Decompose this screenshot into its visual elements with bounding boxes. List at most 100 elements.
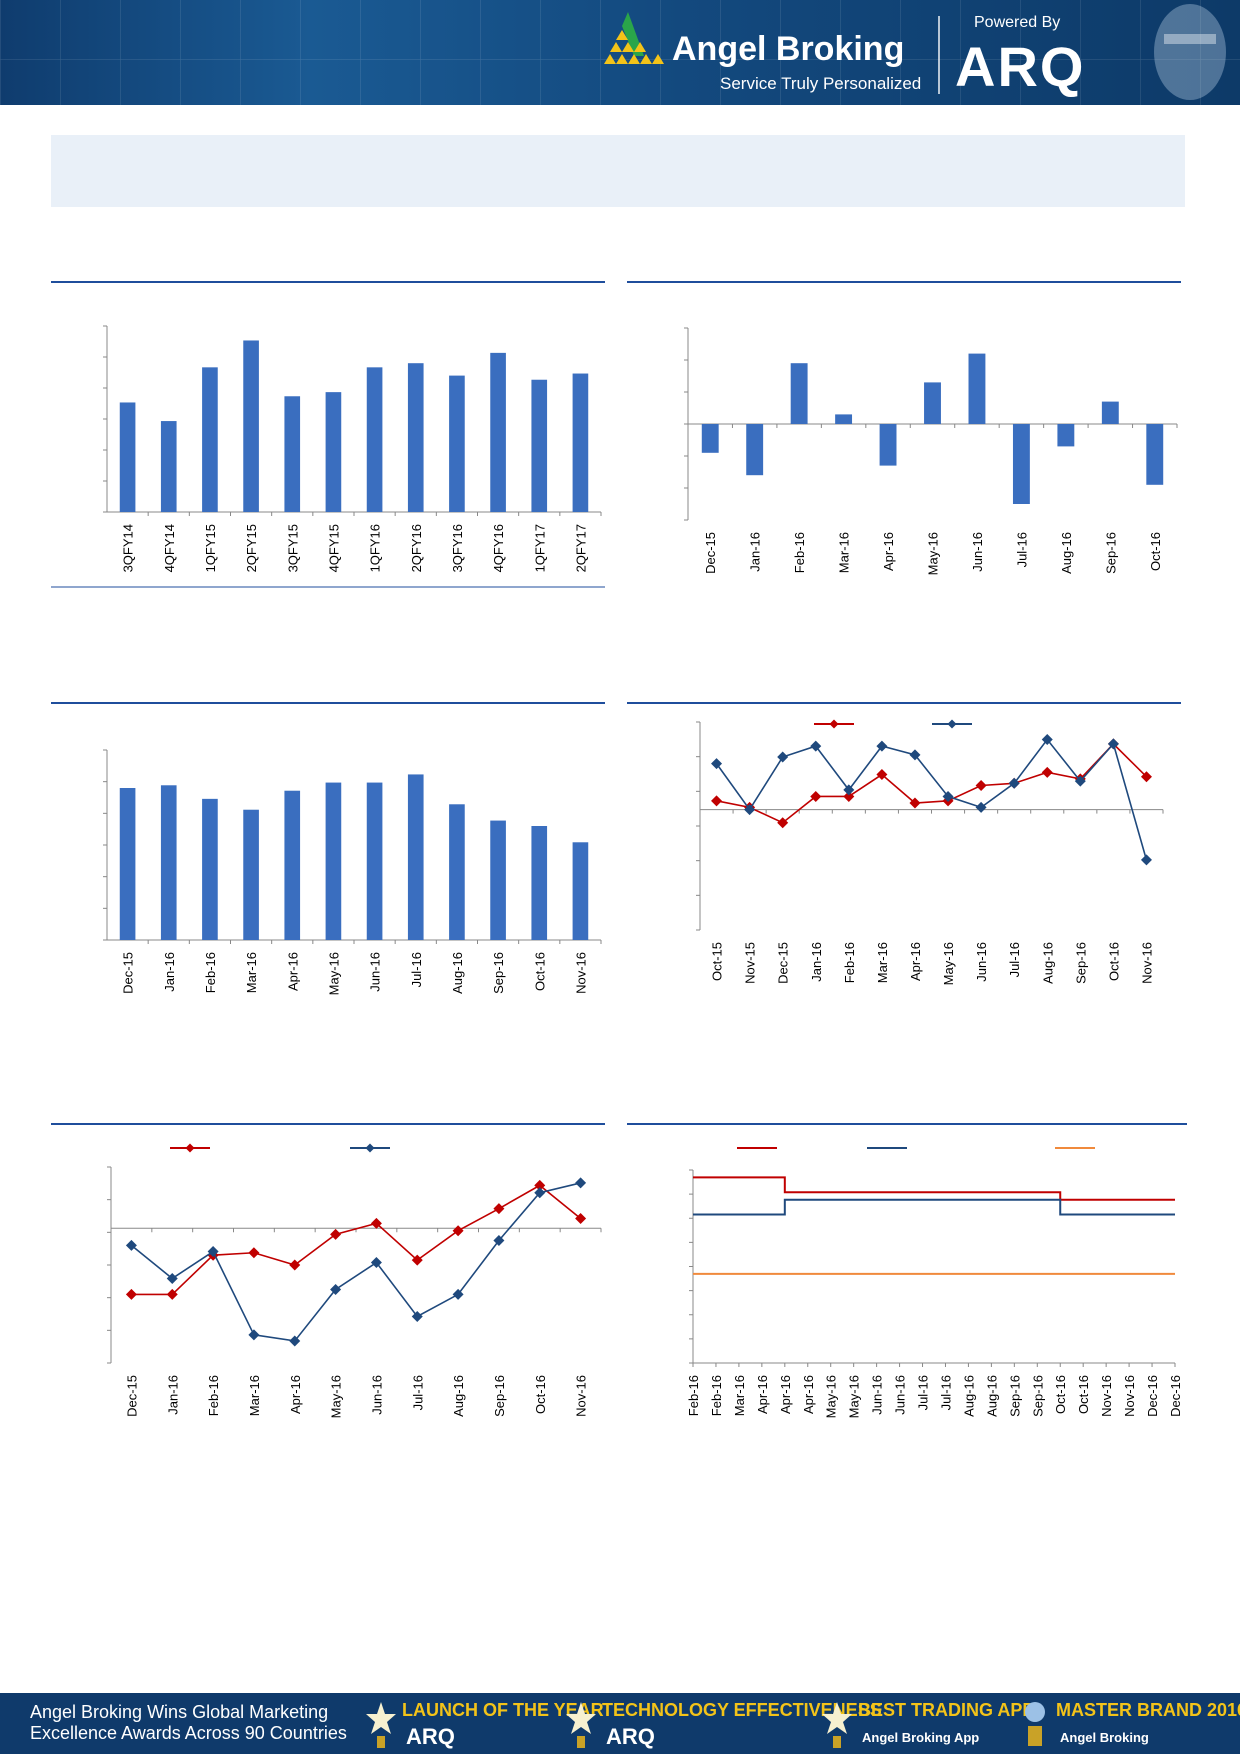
x-tick-label: Dec-15 — [121, 952, 136, 994]
award-title: LAUNCH OF THE YEAR — [402, 1700, 604, 1720]
bar — [202, 367, 218, 512]
data-point — [843, 790, 855, 802]
x-tick-label: Nov-16 — [1122, 1375, 1137, 1417]
x-tick-label: 3QFY14 — [121, 524, 136, 572]
awards-footer: Angel Broking Wins Global Marketing Exce… — [0, 1693, 1240, 1754]
globe-trophy-icon — [1025, 1702, 1045, 1746]
x-tick-label: Aug-16 — [984, 1375, 999, 1417]
award-launch-of-the-year: LAUNCH OF THE YEAR ARQ — [366, 1698, 604, 1750]
brand-name: Angel Broking — [672, 30, 905, 68]
bar — [835, 414, 853, 424]
x-tick-label: 1QFY15 — [203, 524, 218, 572]
x-tick-label: 3QFY16 — [450, 524, 465, 572]
data-point — [1041, 766, 1053, 778]
data-point — [1140, 854, 1152, 866]
header-background-pattern — [0, 0, 1240, 105]
data-point — [1140, 771, 1152, 783]
powered-by-label: Powered By — [974, 14, 1061, 31]
data-point — [125, 1288, 137, 1300]
bar — [490, 352, 506, 512]
x-tick-label: Sep-16 — [1007, 1375, 1022, 1417]
x-tick-label: Feb-16 — [206, 1375, 221, 1416]
x-tick-label: Apr-16 — [285, 952, 300, 991]
x-tick-label: Apr-16 — [801, 1375, 816, 1414]
data-point — [711, 758, 723, 770]
x-tick-label: May-16 — [926, 532, 941, 575]
award-sub: ARQ — [606, 1724, 655, 1749]
page-header: Angel Broking Service Truly Personalized… — [0, 0, 1240, 105]
bar — [490, 820, 506, 940]
bar — [924, 382, 941, 424]
awards-headline: Angel Broking Wins Global Marketing Exce… — [30, 1702, 347, 1743]
x-tick-label: Sep-16 — [492, 1375, 507, 1417]
data-point — [370, 1257, 382, 1269]
bar — [572, 373, 589, 512]
x-tick-label: Feb-16 — [792, 532, 807, 573]
award-master-brand: MASTER BRAND 2016 Angel Broking — [1020, 1698, 1240, 1750]
x-tick-label: Mar-16 — [837, 532, 852, 573]
data-point — [493, 1235, 505, 1246]
x-tick-label: Oct-16 — [533, 1375, 548, 1414]
x-tick-label: Jul-16 — [1014, 532, 1029, 567]
data-point — [744, 804, 756, 816]
series-line — [693, 1198, 1175, 1216]
award-sub: ARQ — [406, 1724, 455, 1749]
data-point — [411, 1310, 423, 1322]
bar — [325, 392, 342, 512]
x-tick-label: Jan-16 — [165, 1375, 180, 1415]
data-point — [575, 1177, 587, 1189]
data-point — [1107, 738, 1119, 750]
data-point — [289, 1335, 301, 1347]
bar — [325, 782, 342, 940]
x-tick-label: Apr-16 — [908, 942, 923, 981]
data-point — [534, 1179, 546, 1191]
x-tick-label: Apr-16 — [778, 1375, 793, 1414]
data-point — [975, 779, 987, 791]
data-point — [289, 1259, 301, 1271]
x-tick-label: May-16 — [329, 1375, 344, 1418]
bar — [1101, 401, 1119, 424]
x-tick-label: Jul-16 — [410, 1375, 425, 1410]
arq-logo: ARQ — [955, 35, 1086, 98]
chart-panel-6: Feb-16 Feb-16 Mar-16 Apr-16 Apr-16 Apr-16 May-… — [627, 1123, 1187, 1435]
chart-panel-2: Dec-15 Jan-16 Feb-16 Mar-16 Apr-16 May-16 Jun-… — [627, 281, 1181, 589]
line-chart-two-series-a: Oct-15 Nov-15 Dec-15 Jan-16 Feb-16 Mar-16 Apr-… — [627, 702, 1181, 985]
bar — [968, 353, 986, 424]
bar — [531, 826, 548, 940]
x-tick-label: 4QFY15 — [326, 524, 341, 572]
data-point — [493, 1203, 505, 1215]
x-tick-label: Aug-16 — [1059, 532, 1074, 574]
x-tick-label: 4QFY16 — [491, 524, 506, 572]
award-title: TECHNOLOGY EFFECTIVENESS — [602, 1700, 882, 1720]
bar — [366, 782, 383, 940]
x-tick-label: Feb-16 — [709, 1375, 724, 1416]
x-tick-label: Feb-16 — [842, 942, 857, 983]
x-tick-label: Nov-16 — [574, 1375, 589, 1417]
x-tick-label: Oct-16 — [532, 952, 547, 991]
data-point — [1008, 777, 1020, 789]
x-tick-label: Aug-16 — [451, 1375, 466, 1417]
data-point — [843, 784, 855, 796]
data-point — [452, 1225, 464, 1237]
x-tick-label: Oct-15 — [710, 942, 725, 981]
x-tick-label: Apr-16 — [881, 532, 896, 571]
angel-broking-logo-icon — [604, 12, 664, 64]
bar — [879, 424, 897, 466]
x-tick-label: May-16 — [941, 942, 956, 985]
step-line-chart-three-series: Feb-16 Feb-16 Mar-16 Apr-16 Apr-16 Apr-16 May-… — [627, 1123, 1187, 1418]
x-tick-label: Jun-16 — [970, 532, 985, 572]
x-tick-label: Jan-16 — [748, 532, 763, 572]
bar-chart-monthly-change: Dec-15 Jan-16 Feb-16 Mar-16 Apr-16 May-16 Jun-… — [627, 281, 1181, 575]
x-tick-label: Dec-15 — [776, 942, 791, 984]
bar — [119, 788, 136, 940]
x-tick-label: Dec-15 — [124, 1375, 139, 1417]
data-point — [330, 1228, 342, 1240]
data-point — [876, 740, 888, 752]
brand-tagline: Service Truly Personalized — [720, 74, 922, 93]
x-tick-label: Aug-16 — [450, 952, 465, 994]
x-tick-label: May-16 — [824, 1375, 839, 1418]
x-tick-label: 3QFY15 — [285, 524, 300, 572]
series-line — [715, 738, 1148, 861]
info-band — [51, 135, 1185, 207]
bar — [284, 396, 301, 512]
